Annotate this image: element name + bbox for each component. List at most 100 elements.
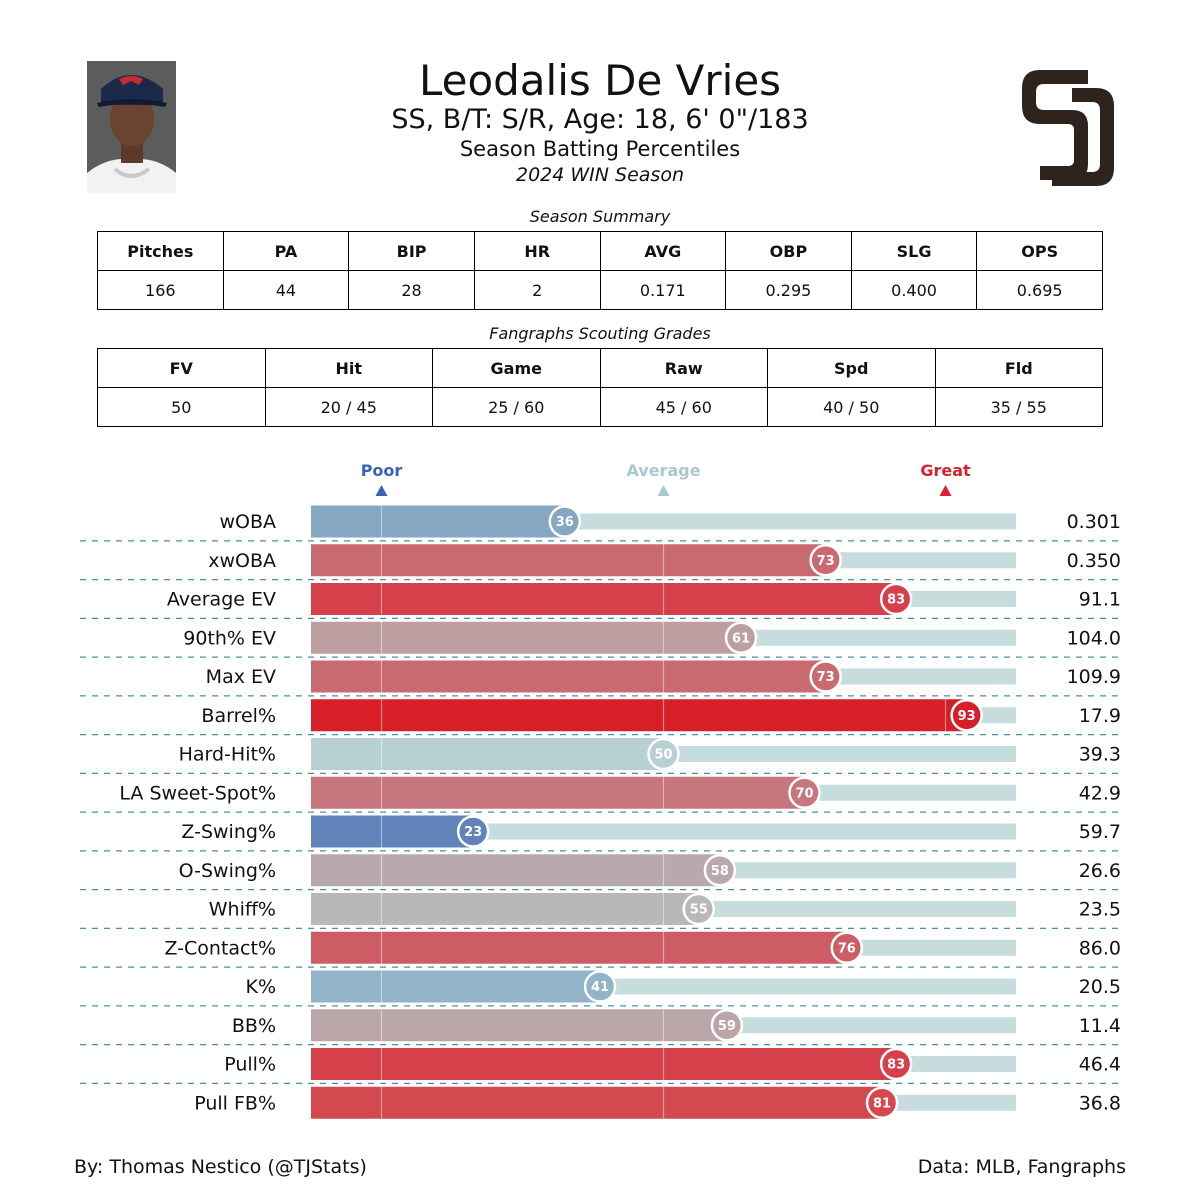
bar-90thpct-ev	[311, 621, 742, 654]
bar-pullpct	[311, 1048, 897, 1080]
percentile-label-bbpct: 59	[718, 1019, 736, 1034]
marker-arrow-poor	[375, 485, 388, 496]
percentile-dot-pullpct	[879, 1047, 913, 1081]
grades-value-game: 25 / 60	[432, 387, 601, 427]
percentile-label-barrelpct: 93	[958, 709, 976, 724]
bar-la-sweet-spotpct	[311, 776, 805, 809]
percentile-label-z-swingpct: 23	[464, 825, 482, 840]
bar-o-swingpct	[311, 854, 720, 887]
grades-header-game: Game	[432, 348, 601, 388]
summary-value-bip: 28	[348, 270, 475, 310]
percentile-label-hard-hitpct: 50	[654, 748, 672, 763]
player-bio: SS, B/T: S/R, Age: 18, 6' 0"/183	[391, 104, 809, 135]
metric-label-xwoba: xwOBA	[208, 550, 276, 572]
summary-header-slg: SLG	[850, 231, 978, 271]
metric-value-90thpct-ev: 104.0	[1067, 627, 1121, 649]
metric-label-whiffpct: Whiff%	[209, 899, 276, 921]
metric-label-bbpct: BB%	[232, 1015, 276, 1037]
bar-z-swingpct	[311, 815, 474, 848]
bar-track-hard-hitpct	[663, 746, 1016, 762]
percentile-label-whiffpct: 55	[690, 903, 708, 918]
bar-track-90thpct-ev	[741, 629, 1016, 646]
bar-track-whiffpct	[698, 901, 1016, 917]
percentile-label-woba: 36	[556, 515, 574, 530]
summary-header-obp: OBP	[725, 231, 852, 271]
percentile-label-max-ev: 73	[817, 670, 835, 685]
summary-value-pa: 44	[222, 270, 350, 310]
metric-label-90thpct-ev: 90th% EV	[183, 627, 276, 649]
percentile-label-kpct: 41	[591, 980, 609, 995]
bar-z-contactpct	[311, 931, 847, 964]
summary-header-pitches: Pitches	[97, 231, 224, 271]
bar-average-ev	[311, 583, 897, 615]
footer-source: Data: MLB, Fangraphs	[917, 1156, 1126, 1178]
percentile-dot-barrelpct	[950, 699, 983, 732]
metric-label-average-ev: Average EV	[167, 589, 276, 611]
metric-value-z-swingpct: 59.7	[1079, 821, 1121, 843]
percentile-dot-woba	[548, 505, 582, 538]
marker-label-average: Average	[626, 461, 700, 480]
grades-value-hit: 20 / 45	[264, 387, 433, 427]
summary-value-ops: 0.695	[976, 270, 1103, 310]
metric-value-z-contactpct: 86.0	[1079, 937, 1121, 959]
percentile-label-o-swingpct: 58	[711, 864, 729, 879]
marker-label-great: Great	[920, 461, 971, 480]
bar-whiffpct	[311, 893, 699, 925]
metric-value-max-ev: 109.9	[1067, 666, 1121, 688]
bar-track-bbpct	[726, 1017, 1016, 1034]
percentile-dot-o-swingpct	[703, 854, 737, 887]
percentile-dot-max-ev	[809, 660, 842, 693]
percentile-dot-hard-hitpct	[647, 737, 680, 771]
summary-header-hr: HR	[473, 231, 601, 271]
metric-value-woba: 0.301	[1067, 511, 1121, 533]
grades-header-raw: Raw	[599, 348, 768, 388]
metric-value-bbpct: 11.4	[1079, 1015, 1121, 1037]
metric-label-z-contactpct: Z-Contact%	[164, 937, 276, 959]
player-headshot	[87, 61, 176, 193]
percentile-dot-xwoba	[809, 544, 842, 577]
summary-value-slg: 0.400	[850, 270, 978, 310]
bar-track-kpct	[600, 978, 1016, 995]
percentile-dot-z-swingpct	[456, 815, 490, 848]
percentile-dot-average-ev	[879, 582, 913, 616]
percentile-label-z-contactpct: 76	[838, 941, 856, 956]
grades-header-hit: Hit	[264, 348, 433, 388]
metric-label-kpct: K%	[245, 976, 276, 998]
team-logo	[1018, 64, 1118, 190]
percentile-dot-la-sweet-spotpct	[788, 776, 821, 809]
summary-header-pa: PA	[222, 231, 350, 271]
percentile-dot-z-contactpct	[830, 931, 864, 964]
bar-track-xwoba	[825, 552, 1016, 569]
summary-value-hr: 2	[473, 270, 601, 310]
grades-table: FV Hit Game Raw Spd Fld 50 20 / 45 25 / …	[97, 348, 1103, 427]
bar-track-pull-fbpct	[882, 1094, 1016, 1111]
metric-value-xwoba: 0.350	[1067, 550, 1121, 572]
bar-track-z-contactpct	[846, 939, 1016, 956]
bar-woba	[311, 505, 565, 538]
grades-title: Fangraphs Scouting Grades	[489, 324, 711, 343]
grades-value-fld: 35 / 55	[934, 387, 1103, 427]
metric-label-pull-fbpct: Pull FB%	[194, 1092, 276, 1114]
bar-track-max-ev	[825, 668, 1016, 685]
grades-header-fld: Fld	[934, 348, 1103, 388]
marker-arrow-average	[657, 485, 670, 496]
metric-value-la-sweet-spotpct: 42.9	[1079, 782, 1121, 804]
bar-track-pullpct	[896, 1056, 1016, 1072]
metric-value-pullpct: 46.4	[1079, 1054, 1121, 1076]
percentile-label-la-sweet-spotpct: 70	[795, 786, 813, 801]
player-name: Leodalis De Vries	[418, 56, 782, 105]
bar-hard-hitpct	[311, 738, 664, 770]
bar-track-average-ev	[896, 591, 1016, 607]
grades-value-spd: 40 / 50	[767, 387, 936, 427]
summary-value-avg: 0.171	[599, 270, 727, 310]
metric-label-pullpct: Pull%	[224, 1054, 276, 1076]
bar-pull-fbpct	[311, 1086, 883, 1119]
percentile-label-90thpct-ev: 61	[732, 631, 750, 646]
metric-value-kpct: 20.5	[1079, 976, 1121, 998]
season-label: 2024 WIN Season	[516, 164, 684, 186]
marker-label-poor: Poor	[361, 461, 403, 480]
metric-value-barrelpct: 17.9	[1079, 705, 1121, 727]
metric-value-o-swingpct: 26.6	[1079, 860, 1121, 882]
marker-arrow-great	[939, 485, 952, 496]
percentile-label-pull-fbpct: 81	[873, 1096, 891, 1111]
